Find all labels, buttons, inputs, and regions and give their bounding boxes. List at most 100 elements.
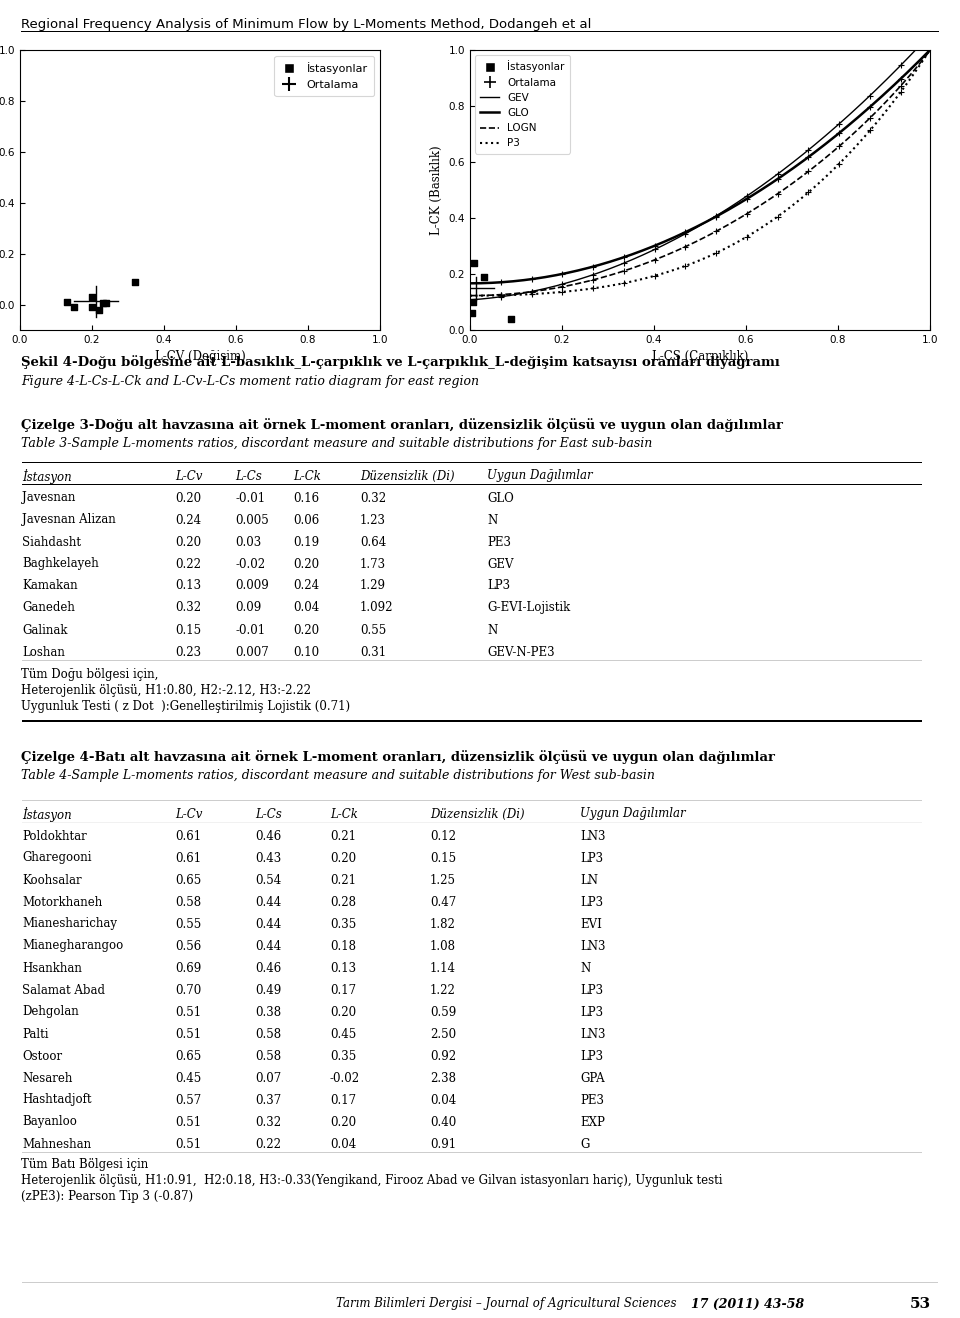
GLO — [466, 275, 477, 291]
Text: 0.65: 0.65 — [175, 1049, 202, 1062]
Text: Hsankhan: Hsankhan — [22, 962, 82, 974]
Text: EVI: EVI — [580, 917, 602, 931]
Text: 0.58: 0.58 — [175, 895, 202, 908]
Text: 1.08: 1.08 — [430, 940, 456, 953]
Text: Çizelge 3-Doğu alt havzasına ait örnek L-moment oranları, düzensizlik ölçüsü ve : Çizelge 3-Doğu alt havzasına ait örnek L… — [21, 418, 783, 432]
Text: 0.61: 0.61 — [175, 851, 202, 865]
Text: 0.22: 0.22 — [255, 1137, 281, 1151]
Text: Gharegooni: Gharegooni — [22, 851, 91, 865]
Text: 0.21: 0.21 — [330, 829, 356, 842]
GLO — [736, 194, 748, 210]
Text: 0.46: 0.46 — [255, 829, 281, 842]
Text: 53: 53 — [910, 1297, 931, 1311]
Text: PE3: PE3 — [580, 1094, 604, 1107]
Point — [128, 272, 143, 293]
Text: 0.55: 0.55 — [360, 623, 386, 637]
Legend: İstasyonlar, Ortalama: İstasyonlar, Ortalama — [275, 55, 374, 96]
Text: 1.14: 1.14 — [430, 962, 456, 974]
Text: (zPE3): Pearson Tip 3 (-0.87): (zPE3): Pearson Tip 3 (-0.87) — [21, 1190, 193, 1203]
Text: Ostoor: Ostoor — [22, 1049, 62, 1062]
P3 — [852, 137, 863, 153]
Text: 1.25: 1.25 — [430, 874, 456, 887]
Text: -0.02: -0.02 — [330, 1072, 360, 1085]
Text: Heterojenlik ölçüsü, H1:0.91,  H2:0.18, H3:-0.33(Yengikand, Firooz Abad ve Gilva: Heterojenlik ölçüsü, H1:0.91, H2:0.18, H… — [21, 1174, 723, 1188]
GEV — [465, 293, 476, 308]
Text: İstasyon: İstasyon — [22, 468, 72, 484]
GEV — [738, 190, 750, 206]
Text: Düzensizlik (Di): Düzensizlik (Di) — [430, 808, 524, 821]
Text: 0.45: 0.45 — [175, 1072, 202, 1085]
X-axis label: L-CS (Çarpıklık): L-CS (Çarpıklık) — [652, 351, 748, 364]
Point — [91, 299, 107, 320]
Text: 0.20: 0.20 — [175, 535, 202, 548]
P3 — [736, 232, 748, 248]
Point — [504, 308, 519, 330]
GLO — [924, 42, 936, 58]
Text: 1.23: 1.23 — [360, 514, 386, 526]
Text: Salamat Abad: Salamat Abad — [22, 983, 105, 996]
Point — [66, 297, 82, 318]
Text: PE3: PE3 — [487, 535, 511, 548]
Text: LP3: LP3 — [580, 895, 603, 908]
LOGN — [736, 208, 748, 224]
Text: 0.46: 0.46 — [255, 962, 281, 974]
Text: LN3: LN3 — [580, 829, 606, 842]
Text: 0.44: 0.44 — [255, 917, 281, 931]
GLO — [738, 192, 750, 208]
Text: 0.44: 0.44 — [255, 940, 281, 953]
Text: 0.54: 0.54 — [255, 874, 281, 887]
Text: 0.10: 0.10 — [293, 646, 319, 659]
LOGN — [465, 287, 476, 303]
Text: 0.19: 0.19 — [293, 535, 319, 548]
Text: 0.09: 0.09 — [235, 601, 261, 614]
Text: 0.04: 0.04 — [330, 1137, 356, 1151]
Text: LP3: LP3 — [580, 983, 603, 996]
Text: 17 (2011) 43-58: 17 (2011) 43-58 — [691, 1297, 804, 1310]
Text: LN3: LN3 — [580, 1028, 606, 1040]
GLO — [852, 109, 863, 125]
Text: 0.18: 0.18 — [330, 940, 356, 953]
Text: 1.73: 1.73 — [360, 558, 386, 571]
Text: 0.20: 0.20 — [175, 492, 202, 505]
GEV — [736, 191, 748, 207]
Text: GLO: GLO — [487, 492, 514, 505]
Text: Koohsalar: Koohsalar — [22, 874, 82, 887]
Text: Mahneshan: Mahneshan — [22, 1137, 91, 1151]
Point — [467, 252, 482, 273]
Text: 0.69: 0.69 — [175, 962, 202, 974]
Text: 0.51: 0.51 — [175, 1115, 202, 1128]
Text: İstasyon: İstasyon — [22, 807, 72, 821]
Text: Palti: Palti — [22, 1028, 49, 1040]
LOGN — [738, 208, 750, 224]
GEV — [852, 99, 863, 115]
Text: 0.51: 0.51 — [175, 1028, 202, 1040]
Text: 0.55: 0.55 — [175, 917, 202, 931]
Text: L-Ck: L-Ck — [293, 469, 321, 482]
Text: 1.29: 1.29 — [360, 580, 386, 593]
Text: 0.56: 0.56 — [175, 940, 202, 953]
Text: 1.092: 1.092 — [360, 601, 394, 614]
Text: 0.57: 0.57 — [175, 1094, 202, 1107]
Text: Mianegharangoo: Mianegharangoo — [22, 940, 123, 953]
Text: 0.58: 0.58 — [255, 1028, 281, 1040]
Text: 0.45: 0.45 — [330, 1028, 356, 1040]
Text: 0.58: 0.58 — [255, 1049, 281, 1062]
X-axis label: L-CV (Değişim): L-CV (Değişim) — [155, 351, 246, 364]
Text: 0.91: 0.91 — [430, 1137, 456, 1151]
GEV — [466, 291, 477, 307]
GEV — [881, 71, 893, 87]
Text: -0.01: -0.01 — [235, 623, 265, 637]
Text: 0.49: 0.49 — [255, 983, 281, 996]
Text: Galinak: Galinak — [22, 623, 67, 637]
Text: N: N — [487, 623, 497, 637]
Text: 0.20: 0.20 — [330, 1115, 356, 1128]
Text: L-Cv: L-Cv — [175, 469, 203, 482]
GEV — [746, 185, 757, 200]
Text: 0.03: 0.03 — [235, 535, 261, 548]
P3 — [881, 101, 893, 117]
Point — [476, 266, 492, 287]
Text: Heterojenlik ölçüsü, H1:0.80, H2:-2.12, H3:-2.22: Heterojenlik ölçüsü, H1:0.80, H2:-2.12, … — [21, 684, 311, 697]
Text: -0.02: -0.02 — [235, 558, 265, 571]
GLO — [746, 188, 757, 204]
Point — [465, 303, 480, 324]
